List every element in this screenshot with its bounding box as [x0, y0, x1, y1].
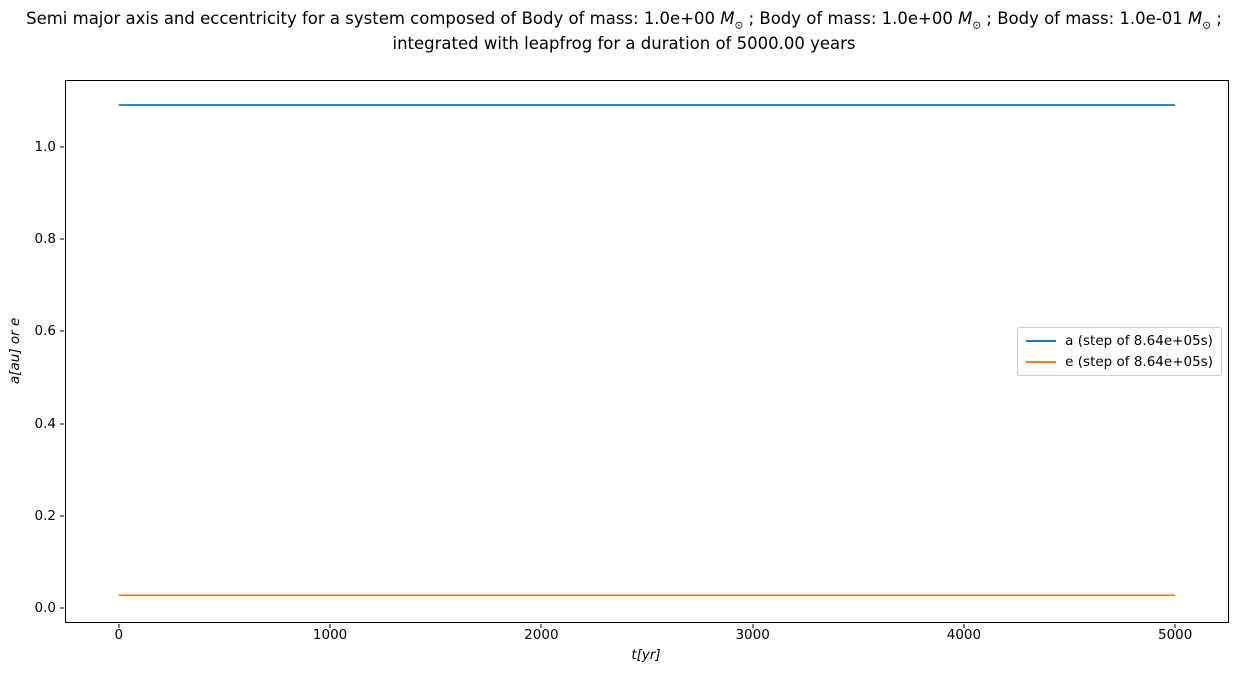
legend-item-a[interactable]: a (step of 8.64e+05s) [1026, 332, 1213, 350]
legend[interactable]: a (step of 8.64e+05s) e (step of 8.64e+0… [1017, 327, 1222, 376]
odot-icon: ⊙ [734, 19, 744, 32]
x-tick-mark [963, 624, 965, 628]
y-tick-label: 1.0 [34, 138, 56, 155]
legend-item-e[interactable]: e (step of 8.64e+05s) [1026, 353, 1213, 371]
chart-title: Semi major axis and eccentricity for a s… [0, 6, 1248, 56]
y-tick-mark [60, 515, 64, 517]
y-tick-label: 0.0 [34, 600, 56, 617]
x-tick-label: 0 [114, 627, 124, 643]
x-tick-mark [118, 624, 120, 628]
y-tick-label: 0.6 [34, 323, 56, 340]
x-tick-label: 1000 [312, 627, 348, 643]
chart-title-line1: Semi major axis and eccentricity for a s… [0, 6, 1248, 31]
y-tick-mark [60, 146, 64, 148]
y-tick-mark [60, 238, 64, 240]
title-text: ; Body of mass: 1.0e+00 [743, 9, 959, 28]
chart-title-line2: integrated with leapfrog for a duration … [392, 34, 856, 53]
solar-mass-symbol: M [720, 9, 735, 28]
y-axis-label: a[au] or e [7, 317, 23, 384]
title-text: ; [1211, 9, 1222, 28]
x-axis-label: t[yr] [631, 647, 661, 663]
odot-icon: ⊙ [972, 19, 982, 32]
legend-label-e: e (step of 8.64e+05s) [1065, 354, 1213, 370]
legend-line-sample-e [1026, 361, 1057, 363]
y-tick-label: 0.8 [34, 231, 56, 248]
y-tick-mark [60, 330, 64, 332]
x-tick-mark [540, 624, 542, 628]
title-text: ; Body of mass: 1.0e-01 [981, 9, 1189, 28]
odot-icon: ⊙ [1202, 19, 1212, 32]
y-tick-label: 0.2 [34, 507, 56, 524]
plot-lines [118, 104, 1176, 597]
legend-line-sample-a [1026, 340, 1057, 342]
legend-label-a: a (step of 8.64e+05s) [1065, 333, 1213, 349]
solar-mass-symbol: M [1188, 9, 1203, 28]
x-tick-label: 5000 [1157, 627, 1193, 643]
x-tick-mark [1174, 624, 1176, 628]
solar-mass-symbol: M [958, 9, 973, 28]
x-tick-label: 2000 [524, 627, 559, 643]
x-tick-label: 4000 [946, 627, 982, 643]
y-tick-label: 0.4 [34, 415, 56, 432]
y-tick-mark [60, 423, 64, 425]
title-text: Semi major axis and eccentricity for a s… [26, 9, 721, 28]
x-tick-mark [752, 624, 754, 628]
plot-area: a (step of 8.64e+05s) e (step of 8.64e+0… [35, 80, 1229, 643]
x-tick-label: 3000 [735, 627, 770, 643]
y-tick-mark [60, 607, 64, 609]
x-tick-mark [329, 624, 331, 628]
